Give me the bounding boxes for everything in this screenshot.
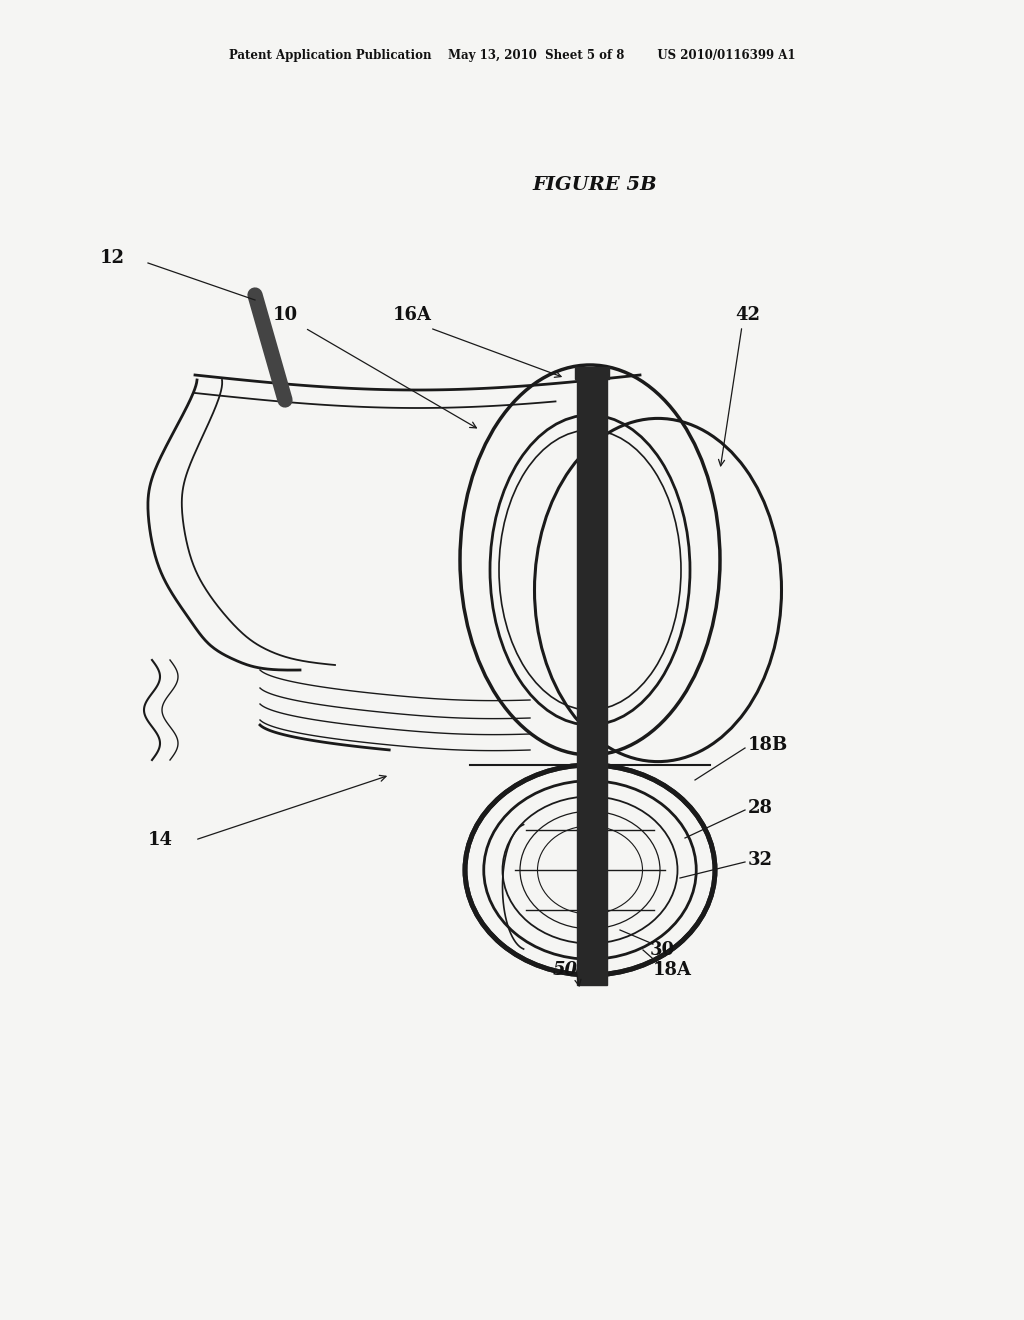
Text: Patent Application Publication    May 13, 2010  Sheet 5 of 8        US 2010/0116: Patent Application Publication May 13, 2… xyxy=(228,49,796,62)
Ellipse shape xyxy=(461,762,719,979)
Text: 10: 10 xyxy=(273,306,298,323)
Bar xyxy=(575,367,609,379)
Text: 28: 28 xyxy=(748,799,773,817)
Text: 32: 32 xyxy=(748,851,773,869)
Text: 14: 14 xyxy=(148,832,173,849)
Text: FIGURE 5B: FIGURE 5B xyxy=(532,176,657,194)
Text: 18A: 18A xyxy=(653,961,692,979)
Text: 50: 50 xyxy=(553,961,578,979)
Text: 30: 30 xyxy=(650,941,675,960)
Text: 12: 12 xyxy=(100,249,125,267)
Bar xyxy=(577,375,607,985)
Text: 18B: 18B xyxy=(748,737,788,754)
Text: 16A: 16A xyxy=(393,306,432,323)
Text: 42: 42 xyxy=(735,306,760,323)
